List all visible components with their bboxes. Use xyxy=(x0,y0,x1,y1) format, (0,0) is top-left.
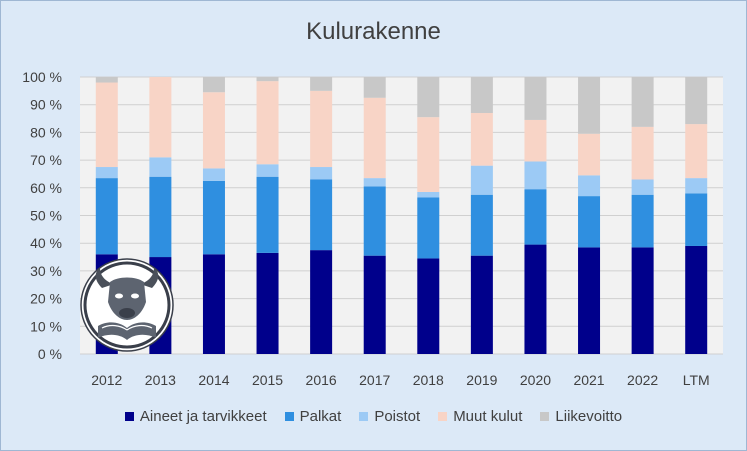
legend-item: Aineet ja tarvikkeet xyxy=(124,408,267,425)
bar-segment xyxy=(470,77,493,114)
legend-item: Liikevoitto xyxy=(540,408,622,425)
chart-title: Kulurakenne xyxy=(306,18,441,45)
bar-segment xyxy=(310,77,333,91)
x-tick-label: 2013 xyxy=(145,372,176,388)
bar-segment xyxy=(524,189,547,245)
bar-segment xyxy=(363,77,386,98)
x-tick-label: 2017 xyxy=(359,372,390,388)
bar-segment xyxy=(95,167,118,179)
y-tick-label: 60 % xyxy=(30,180,62,196)
x-tick-label: 2012 xyxy=(91,372,122,388)
x-tick-label: 2022 xyxy=(627,372,658,388)
x-tick-label: 2021 xyxy=(573,372,604,388)
bar-segment xyxy=(256,176,279,253)
y-tick-label: 90 % xyxy=(30,97,62,113)
bar-segment xyxy=(417,258,440,354)
bar-segment xyxy=(202,254,225,354)
bar-segment xyxy=(578,77,601,134)
bar-segment xyxy=(202,180,225,255)
bar-segment xyxy=(310,90,333,168)
x-tick-label: 2015 xyxy=(252,372,283,388)
bar-segment xyxy=(578,133,601,176)
bar-segment xyxy=(95,82,118,168)
legend-swatch xyxy=(438,412,448,421)
x-tick-label: 2020 xyxy=(520,372,551,388)
bar-segment xyxy=(95,77,118,83)
bar-segment xyxy=(524,244,547,354)
bar-segment xyxy=(417,77,440,118)
bar-segment xyxy=(363,255,386,354)
legend-swatch xyxy=(284,412,294,421)
bar-segment xyxy=(631,77,654,127)
y-tick-label: 50 % xyxy=(30,208,62,224)
bar-segment xyxy=(470,113,493,166)
y-tick-label: 80 % xyxy=(30,124,62,140)
legend-item: Muut kulut xyxy=(438,408,522,425)
bar-segment xyxy=(470,255,493,354)
bar-segment xyxy=(578,247,601,354)
bar-segment xyxy=(470,165,493,195)
y-tick-label: 0 % xyxy=(38,346,62,362)
legend-label: Muut kulut xyxy=(453,408,523,425)
bar-segment xyxy=(685,77,708,125)
bar-segment xyxy=(685,245,708,354)
legend-swatch xyxy=(124,412,134,421)
bar-segment xyxy=(256,164,279,177)
bar-segment xyxy=(685,178,708,194)
x-tick-label: LTM xyxy=(683,372,710,388)
bar-segment xyxy=(524,77,547,120)
y-tick-label: 10 % xyxy=(30,318,62,334)
bar-segment xyxy=(417,191,440,198)
x-tick-label: 2018 xyxy=(413,372,444,388)
bar-segment xyxy=(202,168,225,181)
bar-segment xyxy=(202,77,225,93)
legend-label: Palkat xyxy=(299,408,342,425)
bar-segment xyxy=(363,178,386,187)
bar-segment xyxy=(310,250,333,354)
bar-segment xyxy=(524,161,547,190)
bar-segment xyxy=(149,157,172,177)
bar-segment xyxy=(256,77,279,82)
y-tick-label: 30 % xyxy=(30,263,62,279)
bull-reading-logo xyxy=(80,258,174,352)
legend-swatch xyxy=(359,412,369,421)
bar-segment xyxy=(631,247,654,354)
legend-item: Poistot xyxy=(359,408,420,425)
bar-segment xyxy=(256,81,279,165)
bar-segment xyxy=(631,126,654,180)
bar-segment xyxy=(524,119,547,162)
bar-segment xyxy=(417,197,440,259)
bar-segment xyxy=(578,196,601,248)
bar-segment xyxy=(202,92,225,169)
chart-legend: Aineet ja tarvikkeet Palkat Poistot Muut ku… xyxy=(0,408,747,425)
x-tick-label: 2014 xyxy=(198,372,229,388)
bar-segment xyxy=(631,194,654,248)
legend-swatch xyxy=(540,412,550,421)
legend-label: Poistot xyxy=(374,408,421,425)
bar-segment xyxy=(149,77,172,158)
bar-segment xyxy=(470,194,493,256)
bar-segment xyxy=(363,97,386,179)
bar-segment xyxy=(363,186,386,256)
legend-label: Aineet ja tarvikkeet xyxy=(139,408,267,425)
x-tick-label: 2019 xyxy=(466,372,497,388)
x-tick-label: 2016 xyxy=(306,372,337,388)
y-tick-label: 100 % xyxy=(22,69,62,85)
bar-segment xyxy=(95,178,118,255)
bar-segment xyxy=(578,175,601,197)
bar-segment xyxy=(685,124,708,179)
y-tick-label: 40 % xyxy=(30,235,62,251)
bar-segment xyxy=(310,167,333,180)
legend-item: Palkat xyxy=(284,408,342,425)
bar-segment xyxy=(256,252,279,354)
legend-label: Liikevoitto xyxy=(555,408,623,425)
bar-segment xyxy=(685,193,708,246)
y-tick-label: 70 % xyxy=(30,152,62,168)
y-tick-label: 20 % xyxy=(30,291,62,307)
bar-segment xyxy=(417,117,440,192)
bar-segment xyxy=(310,179,333,251)
bar-segment xyxy=(149,176,172,258)
bar-segment xyxy=(631,179,654,195)
